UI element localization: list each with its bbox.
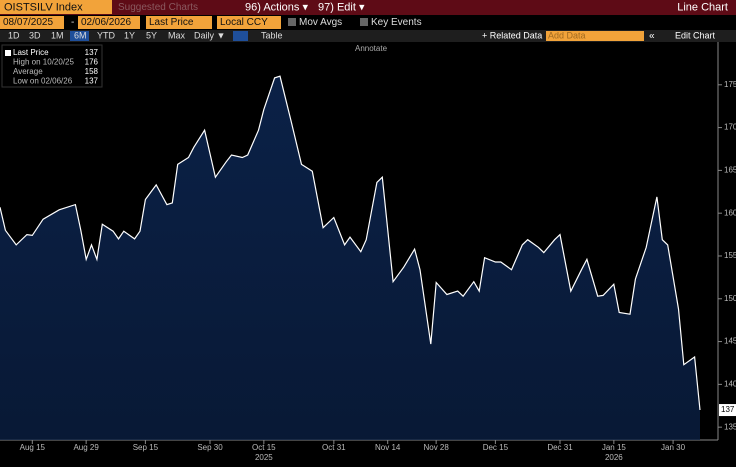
field: Last Price — [149, 17, 194, 28]
start-date-box[interactable] — [0, 16, 64, 29]
title-bar — [0, 0, 736, 15]
date-dash: - — [71, 17, 74, 28]
chart-icon[interactable] — [233, 31, 248, 41]
period[interactable]: 5Y — [146, 30, 157, 40]
mov-avgs[interactable]: Mov Avgs — [299, 17, 342, 28]
y-tick-label: 140 — [724, 379, 736, 388]
y-tick-label: 135 — [724, 422, 736, 431]
checkbox[interactable] — [288, 18, 296, 26]
legend-name: Low on 02/06/26 — [13, 77, 73, 86]
checkbox[interactable] — [360, 18, 368, 26]
line — [0, 75, 701, 411]
field-box[interactable] — [146, 16, 212, 29]
y-tick-label: 145 — [724, 337, 736, 346]
end-date-box[interactable] — [78, 16, 140, 29]
period[interactable]: YTD — [97, 30, 116, 40]
edit[interactable]: 97) Edit ▾ — [318, 1, 365, 13]
ticker: OISTSILV Index — [4, 1, 83, 13]
legend-value: 137 — [85, 77, 99, 86]
add-data: Add Data — [548, 30, 586, 40]
area — [0, 76, 700, 440]
y-tick-label: 150 — [724, 294, 736, 303]
legend-name: Last Price — [13, 48, 49, 57]
period[interactable]: 3D — [29, 30, 41, 40]
x-tick-label: Nov 14 — [375, 443, 401, 452]
actions[interactable]: 96) Actions ▾ — [245, 1, 308, 13]
period[interactable]: 1M — [51, 30, 64, 40]
x-tick-label: Oct 31 — [322, 443, 346, 452]
legend-swatch — [5, 50, 11, 56]
y-tick-label: 165 — [724, 165, 736, 174]
frequency[interactable]: Daily ▼ — [194, 30, 225, 40]
period-selected — [70, 31, 89, 41]
related-data[interactable]: + Related Data — [482, 30, 542, 40]
y-tick-label: 170 — [724, 123, 736, 132]
key-events[interactable]: Key Events — [371, 17, 422, 28]
y-axis-area — [718, 42, 736, 467]
ticker-box[interactable] — [0, 0, 112, 14]
currency-box[interactable] — [217, 16, 281, 29]
legend-value: 158 — [85, 67, 99, 76]
x-tick-label: Aug 15 — [20, 443, 46, 452]
x-tick-label: Dec 31 — [547, 443, 573, 452]
suggested[interactable]: Suggested Charts — [118, 2, 198, 13]
x-tick-label: Sep 15 — [133, 443, 159, 452]
last-price-tag — [719, 404, 736, 417]
legend-name: Average — [13, 67, 43, 76]
x-year-label: 2025 — [255, 453, 273, 462]
x-year-label: 2026 — [605, 453, 623, 462]
legend-box — [1, 44, 103, 88]
chart-kind: Line Chart — [677, 1, 728, 13]
last-price-label: 137 — [721, 405, 735, 414]
y-tick-label: 160 — [724, 208, 736, 217]
x-tick-label: Dec 15 — [483, 443, 509, 452]
legend-value: 176 — [85, 58, 99, 67]
legend-value: 137 — [85, 48, 99, 57]
start-date: 08/07/2025 — [3, 17, 53, 28]
x-tick-label: Aug 29 — [73, 443, 99, 452]
period[interactable]: 6M — [74, 30, 87, 40]
currency: Local CCY — [220, 17, 268, 28]
period[interactable]: 1Y — [124, 30, 135, 40]
legend-name: High on 10/20/25 — [13, 58, 74, 67]
y-tick-label: 175 — [724, 80, 736, 89]
annotate[interactable]: Annotate — [355, 44, 388, 53]
end-date: 02/06/2026 — [81, 17, 131, 28]
x-tick-label: Nov 28 — [423, 443, 449, 452]
collapse[interactable]: « — [649, 31, 655, 42]
period[interactable]: Max — [168, 30, 186, 40]
x-tick-label: Jan 15 — [602, 443, 627, 452]
x-tick-label: Sep 30 — [197, 443, 223, 452]
x-tick-label: Oct 15 — [252, 443, 276, 452]
edit-chart[interactable]: Edit Chart — [675, 30, 716, 40]
period[interactable]: 1D — [8, 30, 20, 40]
y-tick-label: 155 — [724, 251, 736, 260]
add-data-box[interactable] — [546, 31, 644, 41]
table[interactable]: Table — [261, 30, 283, 40]
x-tick-label: Jan 30 — [661, 443, 686, 452]
